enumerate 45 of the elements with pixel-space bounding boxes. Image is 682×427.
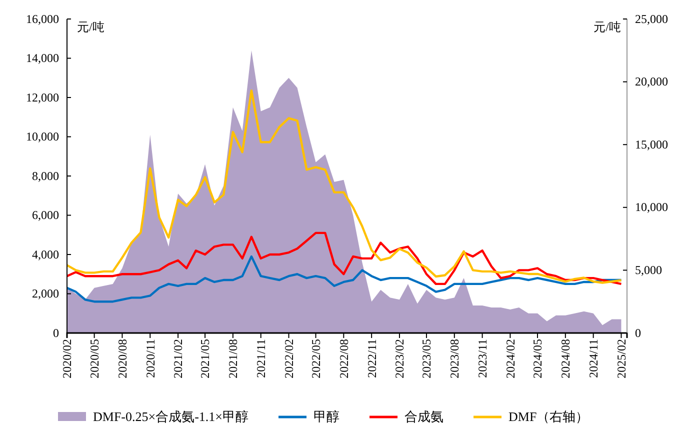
y-tick-label: 8,000	[32, 168, 59, 183]
x-tick-label: 2023/02	[392, 339, 407, 378]
y-tick-label: 12,000	[26, 90, 59, 104]
x-tick-label: 2023/08	[448, 339, 462, 378]
x-tick-label: 2024/08	[558, 339, 573, 378]
legend-label: DMF-0.25×合成氨-1.1×甲醇	[93, 409, 248, 424]
x-tick-label: 2022/02	[282, 339, 296, 378]
y-tick-label: 10,000	[26, 130, 59, 144]
x-tick-label: 2020/11	[143, 339, 158, 378]
y2-tick-label: 15,000	[635, 137, 668, 152]
line-series	[66, 255, 622, 303]
y2-tick-label: 25,000	[635, 12, 668, 26]
x-tick-label: 2022/08	[336, 339, 351, 378]
y-tick-label: 14,000	[26, 51, 59, 66]
x-tick-label: 2021/11	[254, 339, 268, 378]
x-tick-label: 2022/05	[308, 339, 323, 378]
y2-axis-title: 元/吨	[594, 20, 621, 34]
y2-tick-label: 0	[635, 326, 641, 340]
y2-tick-label: 5,000	[635, 263, 662, 278]
x-tick-label: 2022/11	[364, 339, 379, 378]
y-tick-label: 2,000	[32, 286, 59, 301]
y-axis-title: 元/吨	[77, 20, 104, 34]
line-series	[66, 89, 622, 284]
y-tick-label: 6,000	[32, 208, 59, 222]
line-series	[66, 232, 622, 286]
x-tick-label: 2023/05	[420, 339, 434, 378]
x-tick-label: 2023/11	[476, 339, 490, 378]
legend-label: DMF（右轴）	[508, 409, 589, 424]
y-tick-label: 16,000	[26, 12, 59, 26]
x-tick-label: 2024/11	[586, 339, 601, 378]
x-tick-label: 2025/02	[614, 339, 628, 378]
legend-label: 甲醇	[314, 409, 340, 424]
x-tick-label: 2024/05	[530, 339, 545, 378]
legend-label: 合成氨	[404, 409, 444, 424]
x-tick-label: 2021/08	[226, 339, 240, 378]
y2-tick-label: 10,000	[635, 200, 668, 214]
x-tick-label: 2020/08	[115, 339, 130, 378]
x-tick-label: 2021/02	[171, 339, 186, 378]
y-tick-label: 4,000	[32, 247, 59, 262]
x-tick-label: 2020/05	[88, 339, 102, 378]
y-tick-label: 0	[53, 326, 59, 340]
y2-tick-label: 20,000	[635, 74, 668, 89]
x-tick-label: 2021/05	[198, 339, 212, 378]
x-tick-label: 2024/02	[503, 339, 518, 378]
x-tick-label: 2020/02	[60, 339, 74, 378]
